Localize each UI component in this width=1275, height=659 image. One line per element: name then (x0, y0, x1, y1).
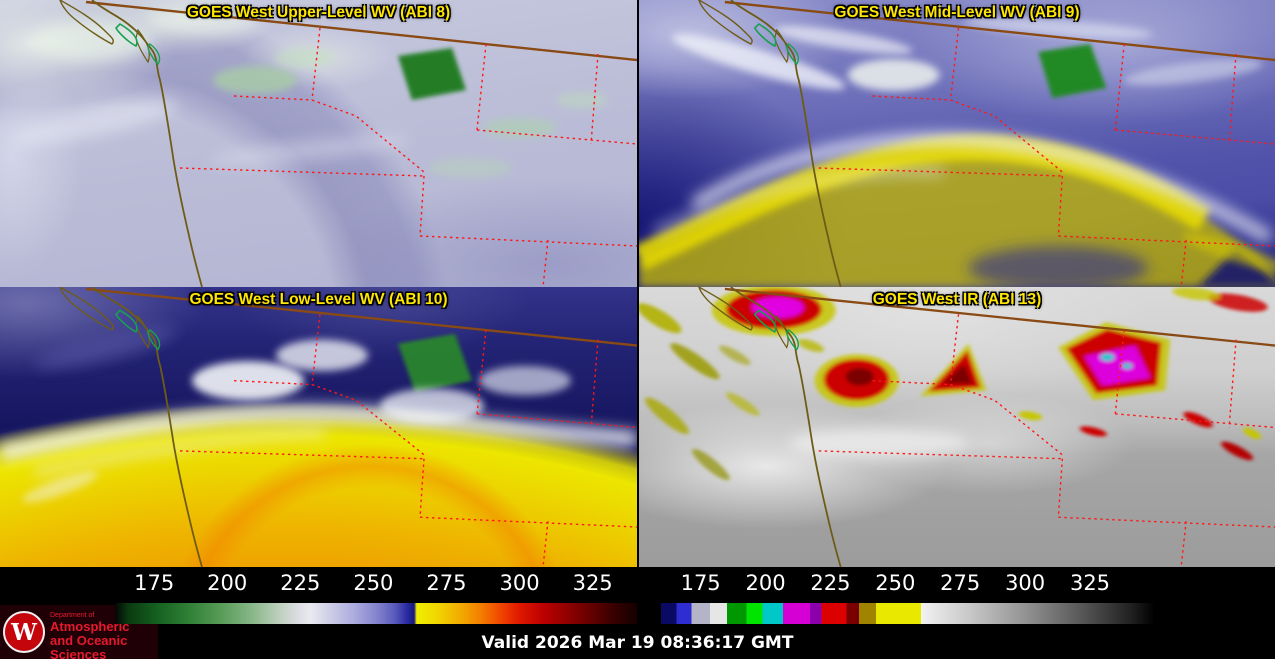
wv-tick-300: 300 (499, 571, 540, 595)
wv-colorbar: 175 200 225 250 275 300 325 (115, 567, 637, 624)
wv-tick-225: 225 (280, 571, 321, 595)
ir-colorbar: 175 200 225 250 275 300 325 (655, 567, 1162, 624)
panel-low-level-wv: GOES West Low-Level WV (ABI 10) (0, 287, 637, 567)
wv-tick-250: 250 (353, 571, 394, 595)
ir-tick-200: 200 (745, 571, 786, 595)
wv-colorbar-gradient (115, 603, 637, 624)
wv-tick-325: 325 (572, 571, 613, 595)
logo-text: Department of Atmospheric and Oceanic Sc… (50, 603, 158, 659)
ir-tick-225: 225 (810, 571, 851, 595)
ir-colorbar-ticks: 175 200 225 250 275 300 325 (655, 567, 1162, 603)
ir-tick-300: 300 (1005, 571, 1046, 595)
map-overlay-abi13 (697, 287, 1275, 567)
uw-crest-icon: W (3, 611, 45, 653)
satellite-panel-grid: GOES West Upper-Level WV (ABI 8) (0, 0, 1275, 567)
crest-letter: W (11, 618, 37, 646)
wv-tick-275: 275 (426, 571, 467, 595)
valid-time: Valid 2026 Mar 19 08:36:17 GMT (481, 633, 794, 653)
panel-ir: GOES West IR (ABI 13) (637, 287, 1275, 567)
panel-title-abi13: GOES West IR (ABI 13) (872, 291, 1042, 308)
ir-tick-275: 275 (940, 571, 981, 595)
map-overlay-abi9 (697, 0, 1275, 287)
cloud-features-abi9 (639, 17, 1275, 287)
ir-tick-325: 325 (1069, 571, 1111, 595)
map-overlay-abi8 (58, 0, 637, 287)
footer: W Department of Atmospheric and Oceanic … (0, 567, 1275, 659)
cloud-features-abi13 (639, 287, 1268, 481)
uw-aos-logo: W Department of Atmospheric and Oceanic … (0, 605, 158, 659)
ir-tick-175: 175 (680, 571, 721, 595)
panel-upper-level-wv: GOES West Upper-Level WV (ABI 8) (0, 0, 637, 287)
wv-colorbar-ticks: 175 200 225 250 275 300 325 (115, 567, 637, 603)
panel-title-abi8: GOES West Upper-Level WV (ABI 8) (186, 4, 451, 21)
logo-line1: Atmospheric (50, 618, 130, 634)
ir-colorbar-gradient (655, 603, 1162, 624)
logo-department-of: Department of (50, 611, 95, 619)
ir-tick-250: 250 (875, 571, 916, 595)
wv-tick-200: 200 (207, 571, 248, 595)
panel-title-abi10: GOES West Low-Level WV (ABI 10) (189, 291, 448, 308)
panel-mid-level-wv: GOES West Mid-Level WV (ABI 9) (637, 0, 1275, 287)
panel-title-abi9: GOES West Mid-Level WV (ABI 9) (834, 4, 1080, 21)
logo-line2: and Oceanic Sciences (50, 632, 128, 659)
map-overlay-abi10 (58, 287, 637, 567)
wv-tick-175: 175 (134, 571, 175, 595)
